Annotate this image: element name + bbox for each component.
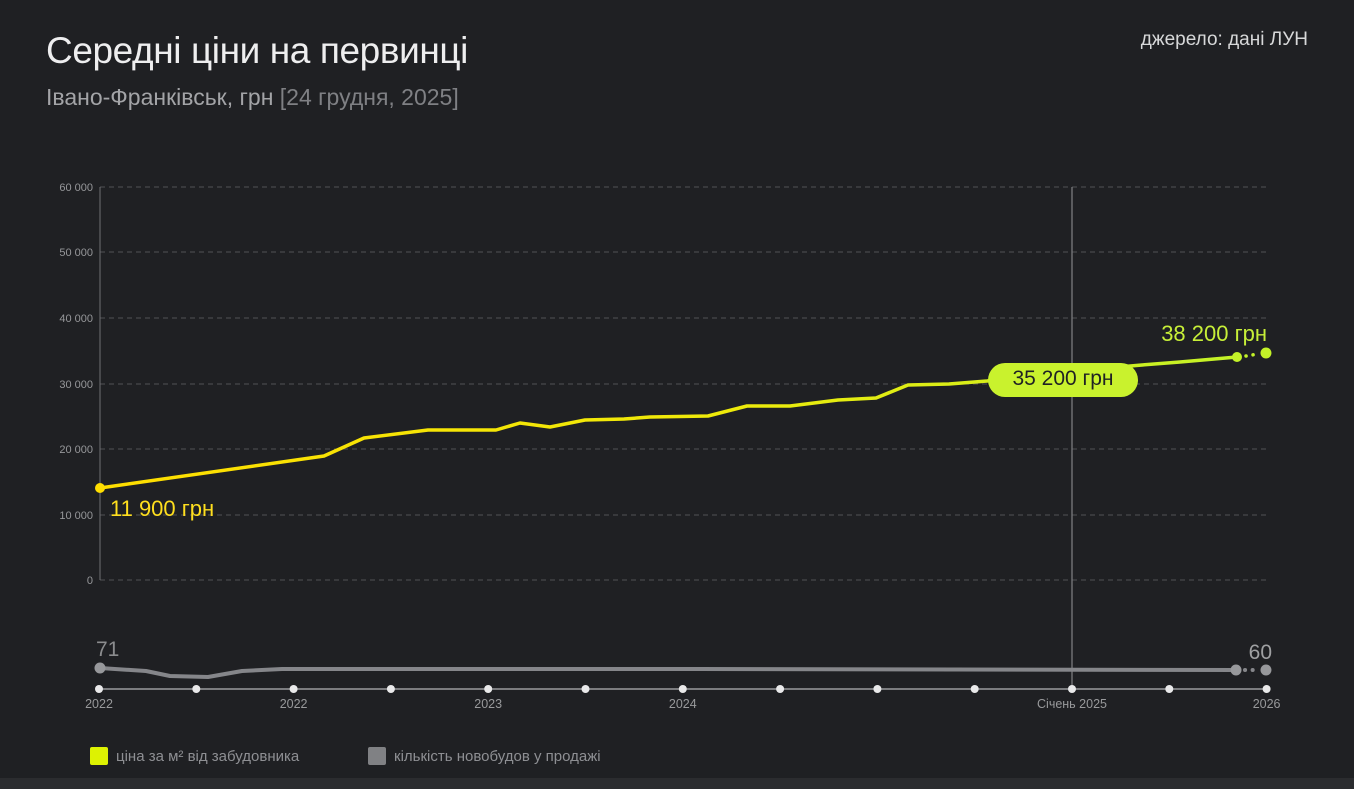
x-tick-dot <box>1165 685 1174 693</box>
count-projection-dot <box>1260 664 1272 676</box>
x-axis-label: 2023 <box>474 697 502 711</box>
legend-item-price: ціна за м² від забудовника <box>90 747 299 765</box>
x-tick-dot <box>192 685 201 693</box>
y-axis-label: 0 <box>87 575 93 587</box>
x-tick-dot <box>678 685 687 693</box>
subtitle-date: [24 грудня, 2025] <box>279 84 459 110</box>
y-axis-label: 20 000 <box>59 444 93 456</box>
callout-pill-bg <box>988 363 1138 397</box>
count-start-dot <box>94 662 106 674</box>
x-tick-dot <box>289 685 298 693</box>
y-axis-label: 60 000 <box>59 182 93 194</box>
x-tick-dot <box>95 685 103 693</box>
legend-label-count: кількість новобудов у продажі <box>394 747 601 765</box>
price-start-dot <box>95 483 105 493</box>
y-axis-label: 40 000 <box>59 313 93 325</box>
count-first-value: 71 <box>96 638 119 661</box>
x-axis: 2022 2022 2023 2024 Січень 2025 2026 <box>85 685 1281 711</box>
legend-item-count: кількість новобудов у продажі <box>368 747 601 765</box>
y-axis-label: 10 000 <box>59 510 93 522</box>
price-projection-dot <box>1260 347 1272 359</box>
callout-pill: 35 200 грн <box>988 363 1138 397</box>
x-tick-dot <box>776 685 785 693</box>
price-last-value: 38 200 грн <box>1161 321 1267 346</box>
page-subtitle: Івано-Франківськ, грн [24 грудня, 2025] <box>46 84 459 111</box>
price-first-value: 11 900 грн <box>110 496 214 521</box>
y-axis-label: 30 000 <box>59 379 93 391</box>
x-tick-dot <box>484 685 493 693</box>
count-end-dot <box>1230 664 1242 676</box>
y-axis-label: 50 000 <box>59 247 93 259</box>
legend-label-price: ціна за м² від забудовника <box>116 747 300 765</box>
x-axis-label: 2026 <box>1253 697 1281 711</box>
count-series-line <box>94 662 1272 679</box>
x-tick-dot <box>873 685 882 693</box>
x-tick-dot <box>386 685 395 693</box>
data-source-label: джерело: дані ЛУН <box>1140 29 1308 50</box>
count-series-swatch <box>368 747 386 765</box>
x-axis-label: 2022 <box>85 697 113 711</box>
x-axis-label: 2024 <box>669 697 697 711</box>
x-tick-dot <box>1068 685 1076 693</box>
x-axis-label: 2022 <box>280 697 308 711</box>
footer-strip <box>0 778 1354 789</box>
x-tick-dot <box>581 685 590 693</box>
price-end-dot <box>1232 352 1242 362</box>
x-tick-dot <box>1262 685 1271 693</box>
x-axis-label: Січень 2025 <box>1037 697 1107 711</box>
subtitle-city: Івано-Франківськ, грн <box>46 84 274 110</box>
count-last-value: 60 <box>1249 641 1272 664</box>
page-title: Середні ціни на первинці <box>46 30 469 71</box>
x-tick-dot <box>970 685 979 693</box>
callout-value: 35 200 грн <box>1012 367 1113 390</box>
price-series-swatch <box>90 747 108 765</box>
